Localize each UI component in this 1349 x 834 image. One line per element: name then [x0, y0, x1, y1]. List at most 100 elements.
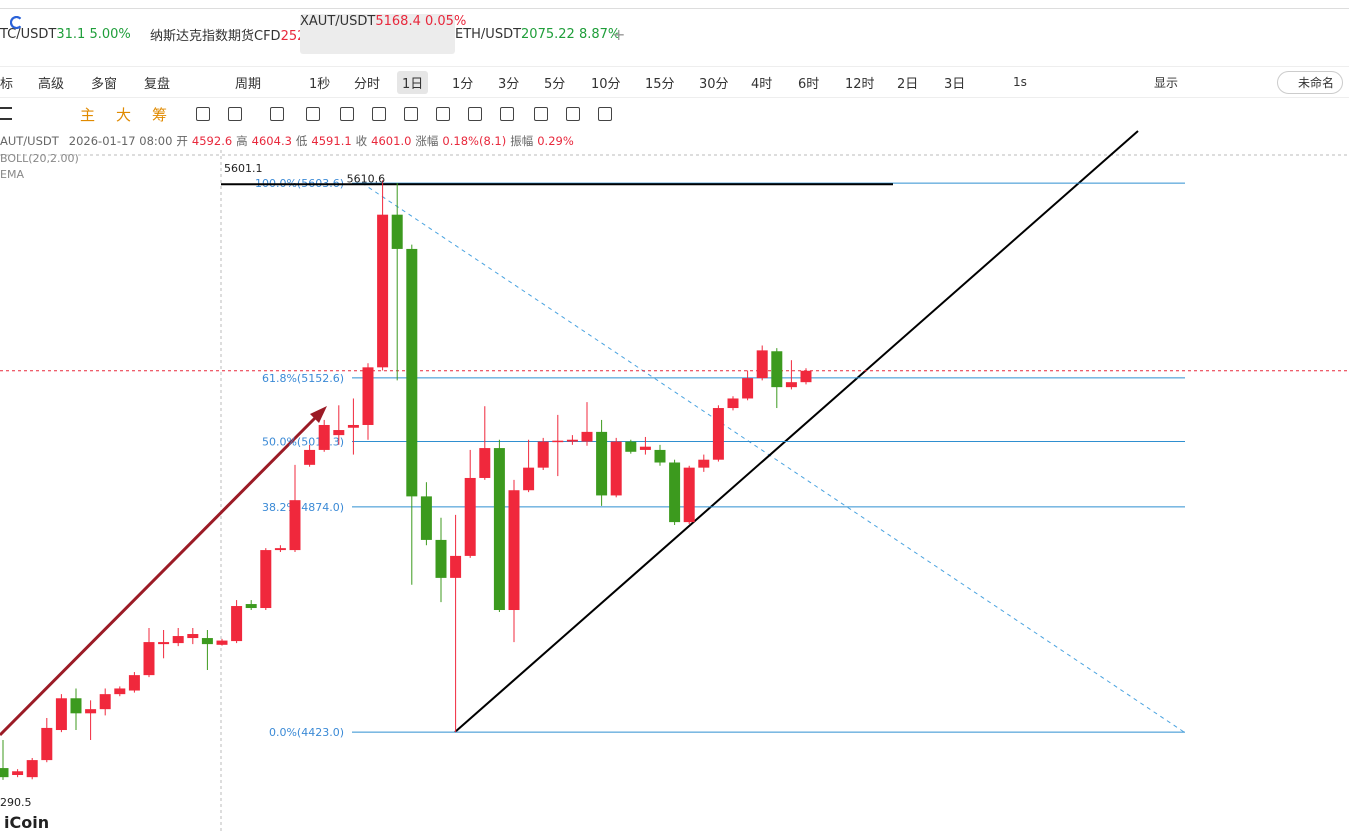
tab-price: 2075.22 8.87%: [521, 27, 620, 42]
candle-body: [683, 467, 695, 523]
period-button[interactable]: 5分: [544, 76, 566, 92]
candle-body: [362, 367, 374, 425]
tool-icon[interactable]: [436, 107, 450, 121]
candle-body: [537, 441, 549, 468]
tool-button[interactable]: 1s: [1013, 75, 1027, 89]
period-button[interactable]: 1秒: [309, 76, 331, 92]
candle-body: [289, 500, 301, 551]
info-value: 4601.0: [371, 134, 412, 148]
candle-body: [26, 760, 38, 778]
period-button[interactable]: 6时: [798, 76, 820, 92]
period-button[interactable]: 4时: [751, 76, 773, 92]
candle-body: [172, 636, 184, 644]
candle-body: [742, 378, 754, 399]
tool-button[interactable]: 未命名: [1277, 70, 1344, 94]
tab-symbol: TC/USDT: [0, 26, 57, 42]
period-button[interactable]: 15分: [645, 76, 675, 92]
period-button[interactable]: 12时: [845, 76, 875, 92]
indicator-button[interactable]: 大: [116, 105, 132, 124]
tab[interactable]: ETH/USDT2075.22 8.87%: [10, 16, 620, 42]
indicator-button[interactable]: 筹: [152, 105, 168, 124]
tool-icon[interactable]: [468, 107, 482, 121]
candle-body: [800, 370, 812, 383]
info-value: 0.29%: [537, 134, 574, 148]
period-button[interactable]: 分时: [354, 76, 381, 92]
tab-price: 5168.4 0.05%: [375, 14, 466, 29]
tool-icon[interactable]: [372, 107, 386, 121]
tool-icon[interactable]: [270, 107, 284, 121]
tool-icon[interactable]: [404, 107, 418, 121]
period-button[interactable]: 3日: [944, 76, 966, 92]
candle-body: [158, 642, 170, 645]
candle-body: [712, 408, 724, 460]
candle-body: [245, 604, 257, 609]
period-toolbar: 标 高级 多窗 复盘 周期 1秒 分时 1日 1分 3分 5分 10分 15分 30分 4时 6时 12时 2日 3…: [0, 66, 1349, 98]
tool-icon[interactable]: [534, 107, 548, 121]
tool-icon[interactable]: [340, 107, 354, 121]
fib-label: 50.0%(5013.3): [262, 435, 344, 448]
high-marker-label: 5610.6: [347, 172, 386, 185]
candle-body: [216, 640, 228, 645]
candle-body: [333, 430, 345, 436]
tool-button[interactable]: 标: [0, 76, 14, 92]
info-line: AUT/USDT 2026-01-17 08:00 开 4592.6 高 4604.3 低 4…: [0, 133, 1349, 149]
tab-symbol: ETH/USDT: [455, 26, 522, 42]
menu-icon[interactable]: [0, 107, 12, 120]
tool-icon[interactable]: [228, 107, 242, 121]
candle-body: [479, 448, 491, 478]
tool-button[interactable]: 显示: [1154, 75, 1179, 90]
info-label: 低: [295, 134, 308, 148]
info-value: 4592.6: [191, 134, 233, 148]
tool-icon[interactable]: [598, 107, 612, 121]
candle-body: [654, 449, 666, 463]
period-label[interactable]: 周期: [235, 76, 262, 92]
tab-symbol: 纳斯达克指数期货CFD: [150, 28, 281, 44]
period-button[interactable]: 3分: [498, 76, 520, 92]
tool-icon[interactable]: [566, 107, 580, 121]
tool-icon[interactable]: [306, 107, 320, 121]
candle-body: [523, 467, 535, 491]
info-label: 振幅: [510, 134, 534, 148]
period-button[interactable]: 2日: [897, 76, 919, 92]
fib-label: 61.8%(5152.6): [262, 372, 344, 385]
tool-button[interactable]: 复盘: [144, 76, 171, 92]
candle-body: [128, 675, 140, 691]
candle-body: [581, 431, 593, 442]
candle-body: [41, 727, 53, 761]
info-label: 收: [355, 134, 368, 148]
tab[interactable]: TC/USDT31.1 5.00%: [0, 27, 150, 42]
candle-body: [596, 431, 608, 496]
tab-last: 31.1: [56, 26, 86, 42]
candle-body: [493, 448, 505, 611]
info-value: 4604.3: [251, 134, 292, 148]
tab-last: 2075.22: [521, 26, 575, 42]
period-button[interactable]: 1日: [397, 70, 429, 94]
tool-icon[interactable]: [196, 107, 210, 121]
period-button[interactable]: 10分: [591, 76, 621, 92]
tool-button[interactable]: 高级: [38, 76, 65, 92]
period-button[interactable]: 1分: [452, 76, 474, 92]
candle-body: [639, 446, 651, 450]
info-label: 开: [176, 134, 188, 148]
info-time: 2026-01-17 08:00: [68, 134, 173, 148]
indicator-button[interactable]: 主: [80, 105, 96, 124]
trend-arrow-head: [310, 406, 327, 423]
candle-body: [464, 477, 476, 556]
candle-body: [391, 214, 403, 249]
info-symbol: AUT/USDT: [0, 134, 59, 148]
tool-button[interactable]: 多窗: [91, 76, 118, 92]
candle-body: [377, 214, 389, 368]
tool-icon[interactable]: [500, 107, 514, 121]
tab-change: 5.00%: [89, 26, 131, 42]
candle-body: [625, 441, 637, 452]
candle-body: [201, 638, 213, 645]
candle-body: [70, 698, 82, 714]
candle-body: [669, 462, 681, 523]
period-button[interactable]: 30分: [699, 76, 729, 92]
candle-body: [318, 424, 330, 450]
candle-body: [698, 459, 710, 468]
candle-body: [435, 539, 447, 578]
candle-body: [274, 548, 286, 551]
add-tab[interactable]: +: [612, 25, 626, 44]
